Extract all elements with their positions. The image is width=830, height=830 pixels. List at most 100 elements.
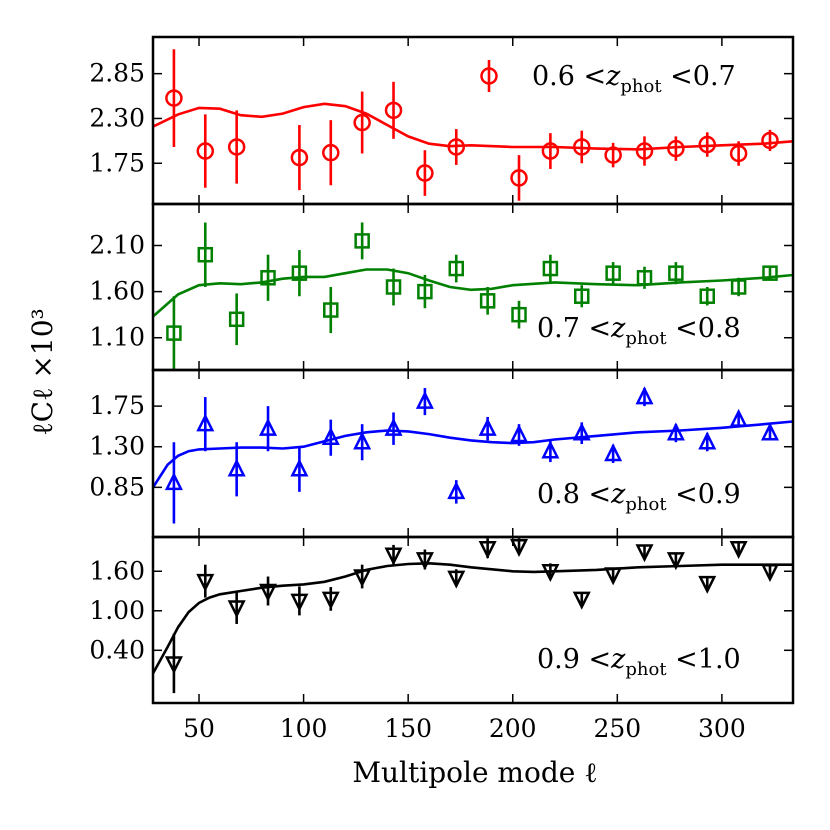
x-tick-label: 100 <box>280 714 328 743</box>
y-tick-label: 1.10 <box>89 323 145 352</box>
data-point <box>228 311 245 328</box>
label-pre: 0.6 < <box>532 61 606 92</box>
data-point <box>290 593 309 612</box>
data-point <box>573 138 591 156</box>
panel-2: 1.10 1.60 2.10 0.7 <zphot <0.8 <box>89 202 795 372</box>
data-point <box>668 265 684 281</box>
panel-frame <box>151 368 795 539</box>
panel-3: 0.85 1.30 1.75 0.8 <zphot <0.9 <box>89 368 795 539</box>
data-point <box>290 458 309 477</box>
data-point <box>259 417 278 436</box>
data-point <box>509 538 529 558</box>
data-point <box>574 288 590 304</box>
data-point <box>321 591 340 610</box>
data-point <box>604 443 623 462</box>
data-point <box>666 422 685 441</box>
panel-4: 0.40 1.00 1.60 0.9 <zphot <1.0 <box>89 535 795 705</box>
data-point <box>729 408 748 427</box>
data-point <box>605 265 621 281</box>
panel-label: 0.8 <zphot <0.9 <box>537 479 741 515</box>
data-point <box>353 569 372 588</box>
y-tick-label: 0.85 <box>89 472 145 501</box>
label-pre: 0.7 < <box>537 313 611 344</box>
x-axis: 50 100 150 200 250 300 <box>183 714 746 743</box>
data-point <box>353 431 372 450</box>
y-tick-label: 1.75 <box>89 148 145 177</box>
data-point <box>384 417 403 436</box>
label-var: z <box>605 61 621 92</box>
data-point <box>730 279 747 295</box>
legend-marker <box>480 67 498 85</box>
model-curve <box>153 420 793 489</box>
data-point <box>760 564 780 583</box>
label-pre: 0.9 < <box>537 644 611 675</box>
panel-frame <box>151 535 795 705</box>
panel-label: 0.7 <zphot <0.8 <box>537 313 741 349</box>
data-point <box>196 413 215 432</box>
data-point <box>259 583 278 602</box>
data-point <box>448 260 465 277</box>
data-point <box>323 302 339 318</box>
data-point <box>604 146 622 164</box>
y-tick-label: 2.85 <box>89 59 145 88</box>
data-point <box>415 390 434 409</box>
x-tick-label: 50 <box>183 714 215 743</box>
data-point <box>290 148 309 167</box>
data-point <box>667 139 685 158</box>
panel-frame <box>151 202 795 372</box>
data-point <box>635 142 654 160</box>
data-point <box>509 424 529 443</box>
data-point <box>417 283 433 300</box>
y-tick-label: 0.40 <box>89 635 145 664</box>
data-point <box>698 135 716 154</box>
x-tick-label: 200 <box>489 714 537 743</box>
data-point <box>666 552 685 571</box>
data-point <box>260 270 276 286</box>
panel-label: 0.6 <zphot <0.7 <box>532 61 736 97</box>
data-point <box>196 573 215 592</box>
label-pre: 0.8 < <box>537 479 611 510</box>
x-tick-label: 300 <box>698 714 746 743</box>
x-tick-label: 150 <box>384 714 432 743</box>
label-post: <0.7 <box>662 61 736 92</box>
x-axis-title: Multipole mode ℓ <box>352 756 597 789</box>
y-tick-label: 1.30 <box>89 432 145 461</box>
label-sub: phot <box>620 76 662 97</box>
data-point <box>541 440 560 459</box>
data-point <box>447 138 466 156</box>
label-post: <0.9 <box>667 479 741 510</box>
data-point <box>541 142 560 160</box>
data-point <box>447 481 466 500</box>
data-point <box>729 540 748 559</box>
data-point <box>635 544 654 563</box>
data-point <box>698 431 717 450</box>
data-point <box>542 260 559 277</box>
data-point <box>353 113 371 132</box>
data-point <box>227 458 246 477</box>
data-point <box>635 386 654 405</box>
y-tick-label: 1.00 <box>89 596 145 625</box>
model-curve <box>153 102 793 151</box>
data-point <box>227 138 246 156</box>
label-sub: phot <box>625 659 667 680</box>
data-point <box>478 417 497 436</box>
data-point <box>762 265 778 281</box>
data-point <box>572 591 591 610</box>
data-point <box>164 656 183 675</box>
data-point <box>227 600 246 619</box>
data-point <box>761 131 779 150</box>
label-var: z <box>610 313 626 344</box>
label-sub: phot <box>625 328 667 349</box>
data-point <box>698 575 717 594</box>
data-point <box>541 564 560 583</box>
y-tick-label: 1.60 <box>89 556 145 585</box>
x-tick-label: 250 <box>593 714 641 743</box>
label-sub: phot <box>625 494 667 515</box>
data-point <box>164 472 183 491</box>
data-point <box>291 265 308 281</box>
data-point <box>322 143 340 162</box>
data-point <box>510 169 528 187</box>
data-point <box>416 164 434 182</box>
data-point <box>699 288 715 304</box>
